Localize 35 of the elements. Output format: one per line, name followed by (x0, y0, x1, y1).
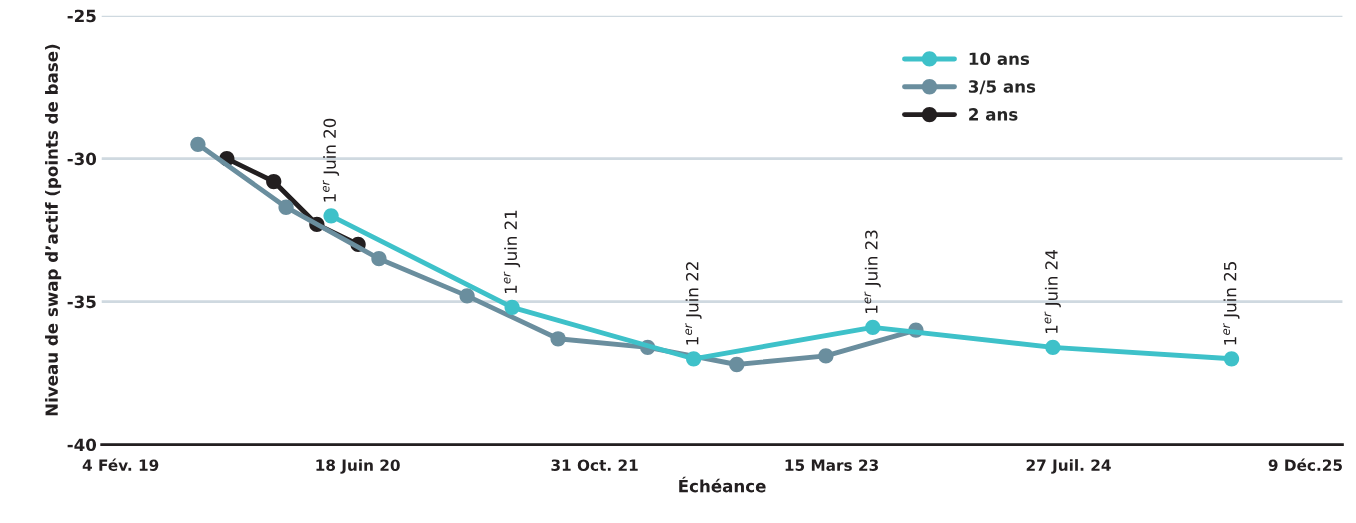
point (1223, 351, 1240, 367)
point (504, 299, 520, 315)
point (865, 319, 881, 335)
legend-label: 10 ans (969, 52, 1030, 66)
annotation: 1$^{er}$ Juin 22 (685, 262, 702, 345)
point (323, 208, 339, 224)
point (371, 251, 387, 267)
legend-label: 3/5 ans (968, 80, 1036, 95)
point (266, 173, 282, 190)
point (729, 356, 745, 373)
x-tick-label: 9 Déc.25 (1268, 458, 1342, 471)
annotation: 1$^{er}$ Juin 25 (1223, 262, 1240, 345)
point (818, 348, 834, 364)
point (190, 136, 206, 152)
y-tick-label: -35 (67, 295, 96, 309)
point (686, 351, 702, 367)
point (1045, 339, 1061, 355)
y-tick-label: -25 (67, 9, 96, 23)
point (550, 331, 566, 347)
x-tick-label: 15 Mars 23 (785, 459, 878, 471)
x-tick-label: 31 Oct. 21 (551, 459, 638, 471)
annotation: 1$^{er}$ Juin 23 (864, 230, 881, 313)
annotation: 1$^{er}$ Juin 21 (503, 210, 521, 293)
annotation: 1$^{er}$ Juin 24 (1044, 250, 1061, 334)
point (459, 288, 475, 304)
y-tick-label: -30 (67, 152, 97, 166)
x-axis-title: Échéance (679, 476, 766, 493)
legend-label: 2 ans (969, 108, 1018, 121)
y-axis-title: Niveau de swap d’actif (points de base) (45, 44, 62, 416)
y-tick-label: -40 (67, 438, 97, 452)
x-tick-label: 4 Fév. 19 (82, 458, 159, 471)
x-tick-label: 18 Juin 20 (316, 459, 400, 474)
annotation: 1$^{er}$ Juin 20 (322, 118, 340, 202)
x-tick-label: 27 Juil. 24 (1026, 459, 1111, 474)
point (278, 199, 294, 215)
